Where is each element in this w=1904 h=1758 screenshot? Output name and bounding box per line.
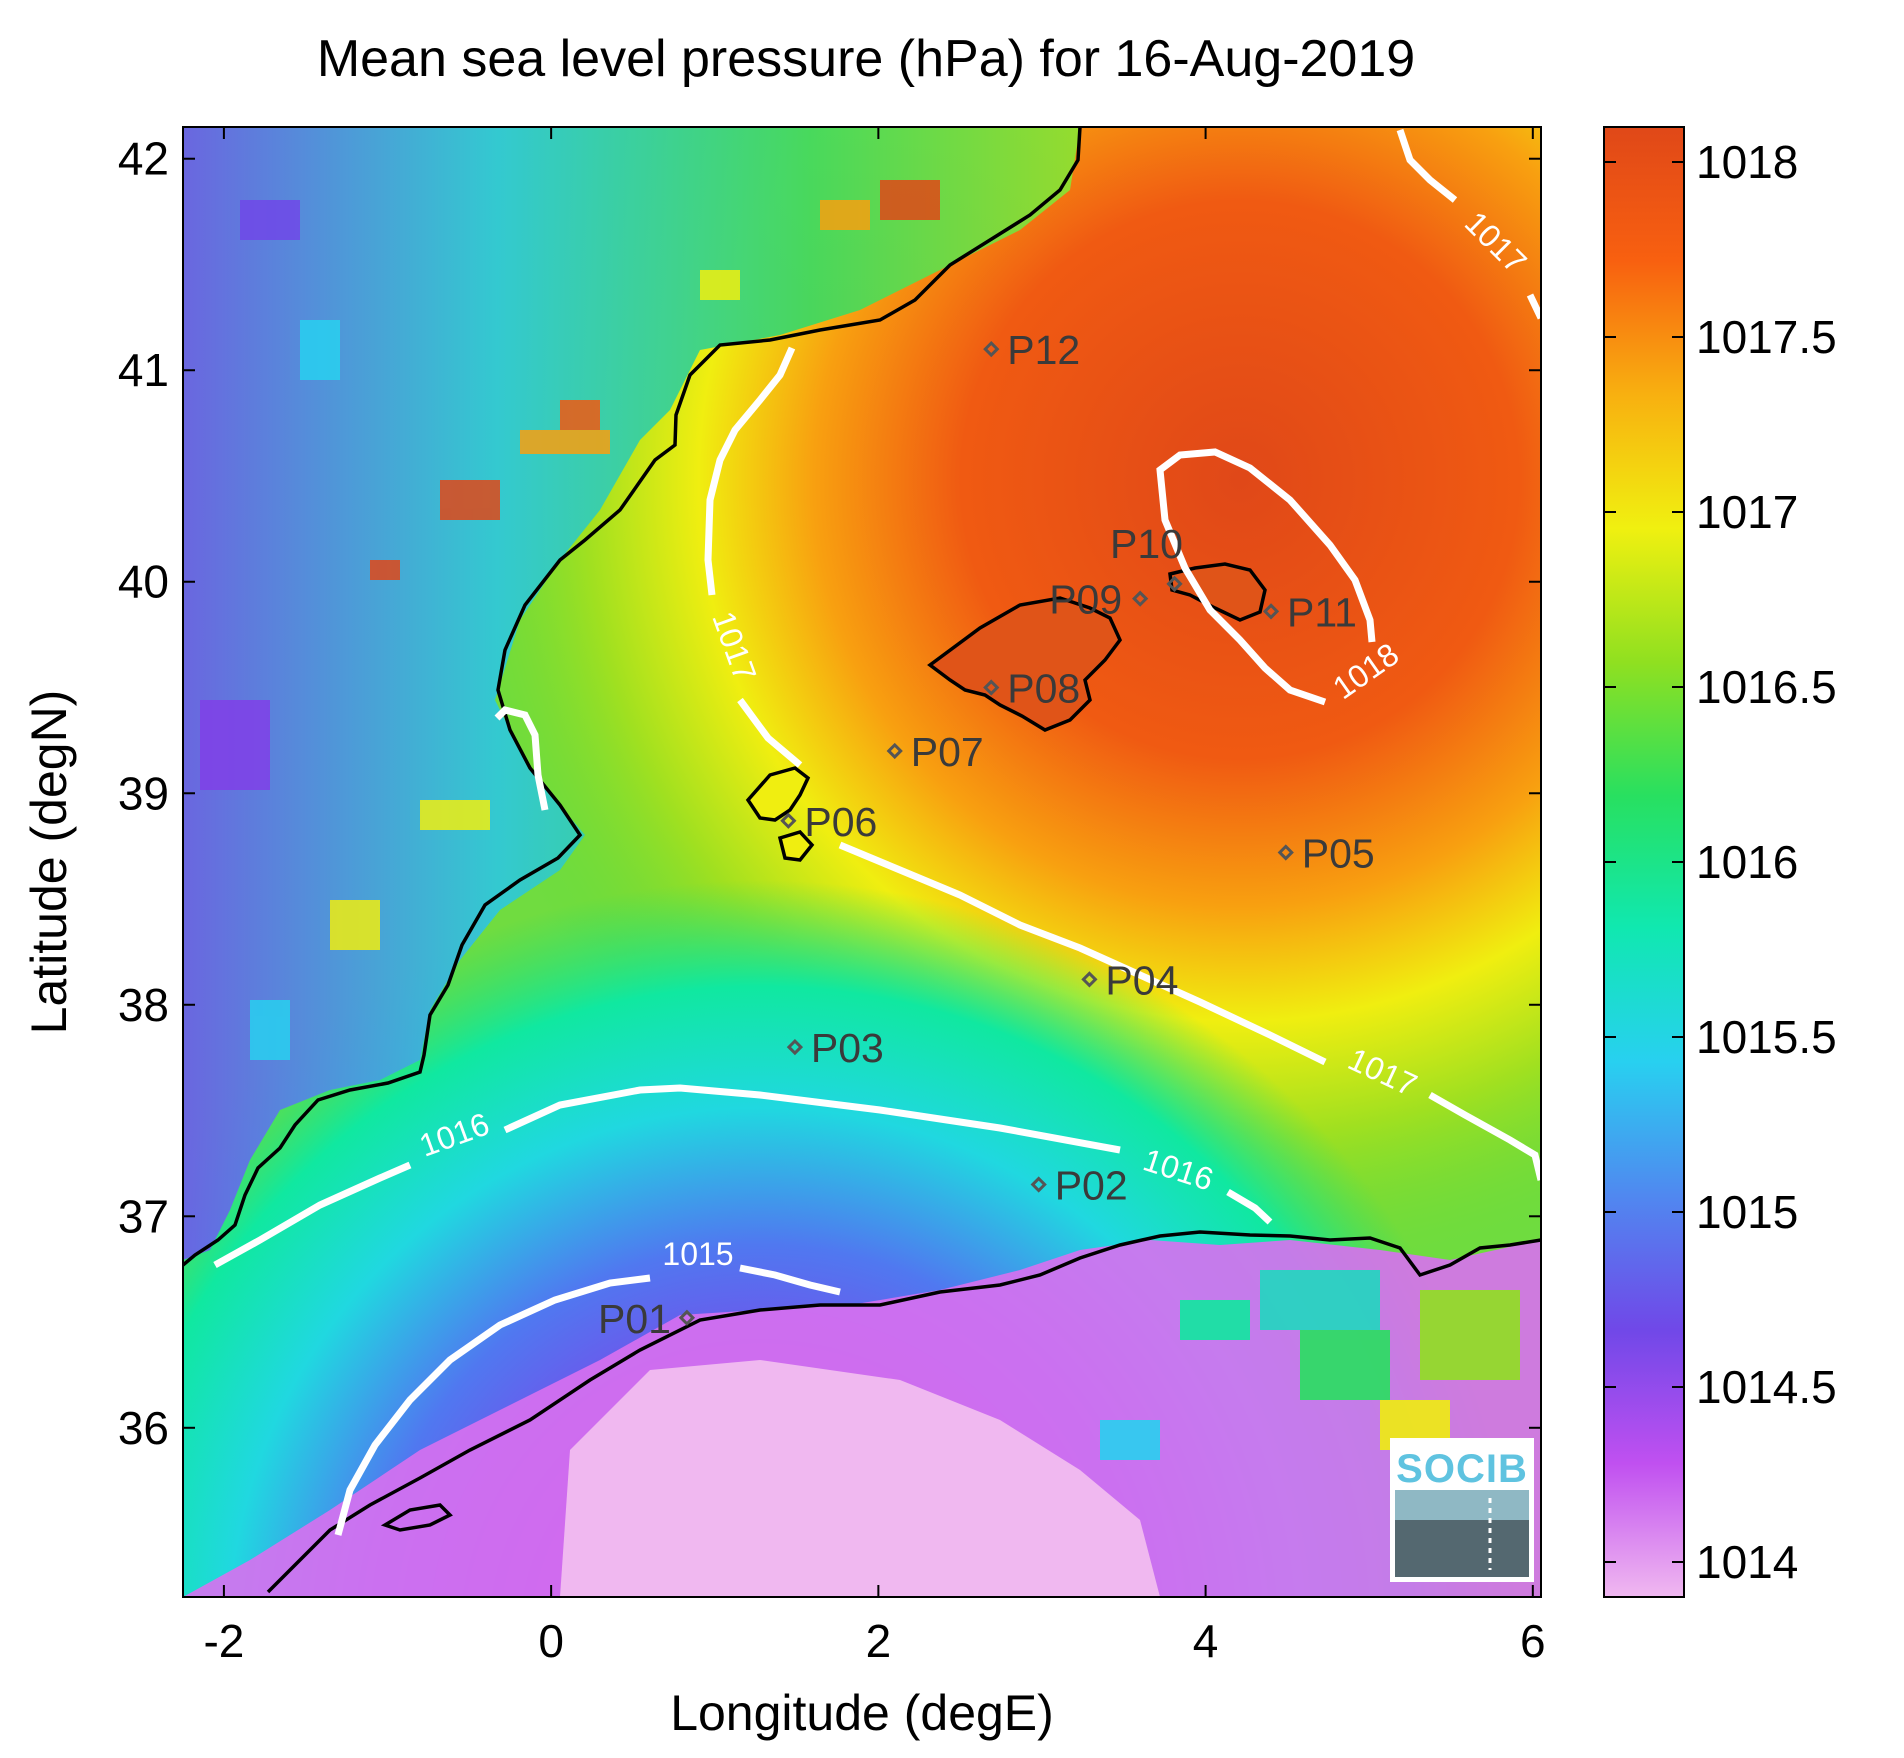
colorbar-tick-label: 1018 — [1696, 136, 1798, 188]
colorbar-tick-label: 1015.5 — [1696, 1011, 1837, 1063]
x-axis-label: Longitude (degE) — [670, 1685, 1054, 1741]
map-plot-area: 1015 1016 1016 1017 1017 1017 1018 P01P0… — [183, 127, 1541, 1597]
y-tick-label: 39 — [118, 767, 169, 819]
x-tick-label: 6 — [1520, 1615, 1546, 1667]
colorbar — [1603, 126, 1685, 1598]
colorbar-ticks: 1014 1014.5 1015 1015.5 1016 1016.5 1017 1017.5… — [1604, 136, 1837, 1588]
station-marker-p02 — [1030, 1176, 1047, 1193]
station-label-p04: P04 — [1105, 957, 1178, 1003]
station-label-p02: P02 — [1055, 1163, 1128, 1209]
station-marker-p12 — [983, 340, 1000, 358]
y-tick-label: 37 — [118, 1190, 169, 1242]
chart-title: Mean sea level pressure (hPa) for 16-Aug… — [317, 30, 1415, 88]
contour-label-1015: 1015 — [662, 1236, 733, 1272]
terrain-patches — [200, 180, 940, 1060]
y-tick-label: 40 — [118, 556, 169, 608]
x-tick-label: 4 — [1193, 1615, 1219, 1667]
contour-1015-line — [334, 1264, 841, 1536]
colorbar-tick-label: 1017.5 — [1696, 311, 1837, 363]
y-tick-label: 41 — [118, 344, 169, 396]
station-label-p03: P03 — [811, 1025, 884, 1071]
y-tick-label: 42 — [118, 133, 169, 185]
colorbar-tick-label: 1016 — [1696, 836, 1798, 888]
station-marker-p10 — [1166, 575, 1183, 592]
contour-1017-ne-line — [1396, 128, 1541, 320]
station-label-p01: P01 — [598, 1296, 671, 1342]
ibiza-island — [745, 766, 811, 822]
station-marker-p07 — [886, 742, 903, 760]
iberia-coastline — [183, 127, 1082, 1267]
formentera-island — [777, 830, 815, 862]
station-label-p12: P12 — [1007, 327, 1080, 373]
colorbar-tick-label: 1016.5 — [1696, 661, 1837, 713]
x-axis-ticks: -2 0 2 4 6 — [203, 127, 1546, 1667]
colorbar-tick-label: 1014.5 — [1696, 1361, 1837, 1413]
station-marker-p01 — [678, 1309, 696, 1326]
station-marker-p06 — [780, 812, 797, 829]
station-marker-p09 — [1132, 590, 1149, 607]
y-axis-ticks: 36 37 38 39 40 41 42 — [118, 133, 1541, 1454]
station-label-p08: P08 — [1007, 666, 1080, 712]
colorbar-tick-label: 1014 — [1696, 1536, 1798, 1588]
station-label-p05: P05 — [1302, 830, 1375, 876]
socib-logo: SOCIB — [1390, 1438, 1534, 1582]
station-label-p09: P09 — [1049, 577, 1122, 623]
station-marker-p03 — [786, 1038, 804, 1056]
contour-1017-line — [494, 346, 1541, 1181]
y-tick-label: 36 — [118, 1402, 169, 1454]
x-tick-label: 0 — [538, 1615, 564, 1667]
x-tick-label: 2 — [866, 1615, 892, 1667]
station-marker-p08 — [983, 679, 1000, 696]
africa-desert — [560, 1360, 1160, 1597]
contour-1018-line — [1156, 448, 1376, 706]
station-marker-p11 — [1262, 603, 1280, 620]
stations-layer: P01 P02 P03 P04 P05 P06 P07 P08 P09 P10 P11 P12 — [598, 327, 1375, 1342]
iberia-land — [183, 127, 1080, 1260]
contour-1016-line — [213, 1084, 1273, 1269]
y-tick-label: 38 — [118, 979, 169, 1031]
socib-logo-text: SOCIB — [1396, 1447, 1528, 1491]
station-label-p10: P10 — [1110, 521, 1183, 567]
map-frame — [182, 126, 1542, 1598]
colorbar-tick-label: 1015 — [1696, 1186, 1798, 1238]
x-tick-label: -2 — [203, 1615, 244, 1667]
station-label-p11: P11 — [1287, 589, 1357, 635]
station-marker-p04 — [1081, 971, 1098, 988]
mallorca-island — [927, 596, 1123, 732]
y-axis-label: Latitude (degN) — [21, 690, 77, 1035]
africa-coastline — [266, 1230, 1541, 1594]
station-label-p07: P07 — [911, 729, 984, 775]
alboran-lake — [380, 1503, 453, 1532]
station-label-p06: P06 — [804, 799, 877, 845]
colorbar-tick-label: 1017 — [1696, 486, 1798, 538]
station-marker-p05 — [1277, 844, 1294, 861]
